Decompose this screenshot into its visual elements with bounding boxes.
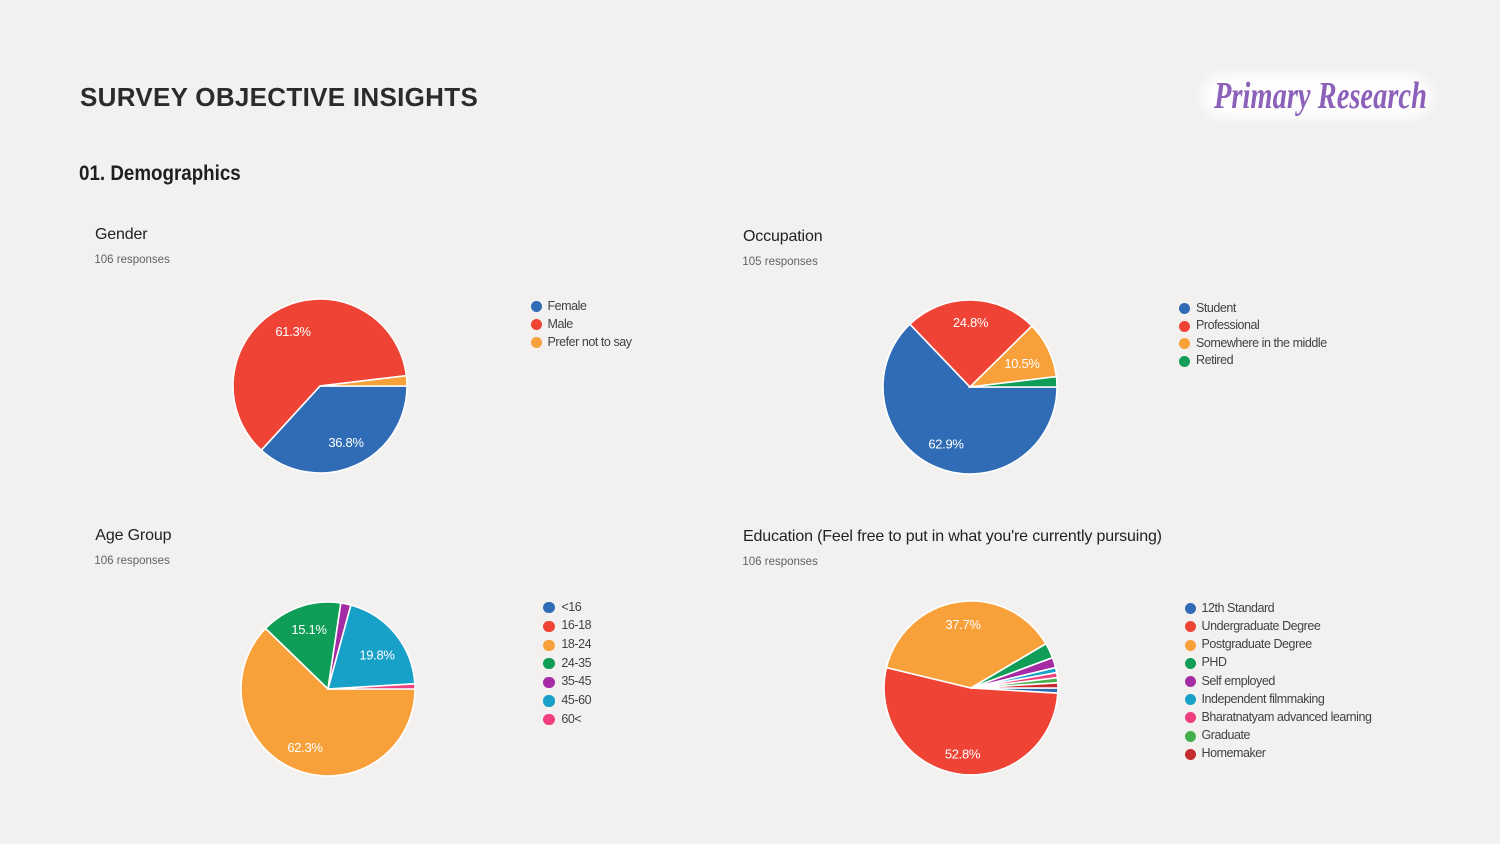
svg-text:24.8%: 24.8% [953, 315, 989, 330]
svg-text:62.9%: 62.9% [928, 436, 964, 451]
svg-text:52.8%: 52.8% [944, 747, 980, 762]
svg-text:19.8%: 19.8% [359, 648, 395, 663]
svg-text:62.3%: 62.3% [287, 740, 323, 755]
svg-text:61.3%: 61.3% [275, 324, 311, 339]
svg-text:10.5%: 10.5% [1004, 356, 1040, 371]
svg-text:36.8%: 36.8% [328, 435, 364, 450]
svg-text:37.7%: 37.7% [945, 617, 981, 632]
svg-text:15.1%: 15.1% [291, 622, 327, 637]
